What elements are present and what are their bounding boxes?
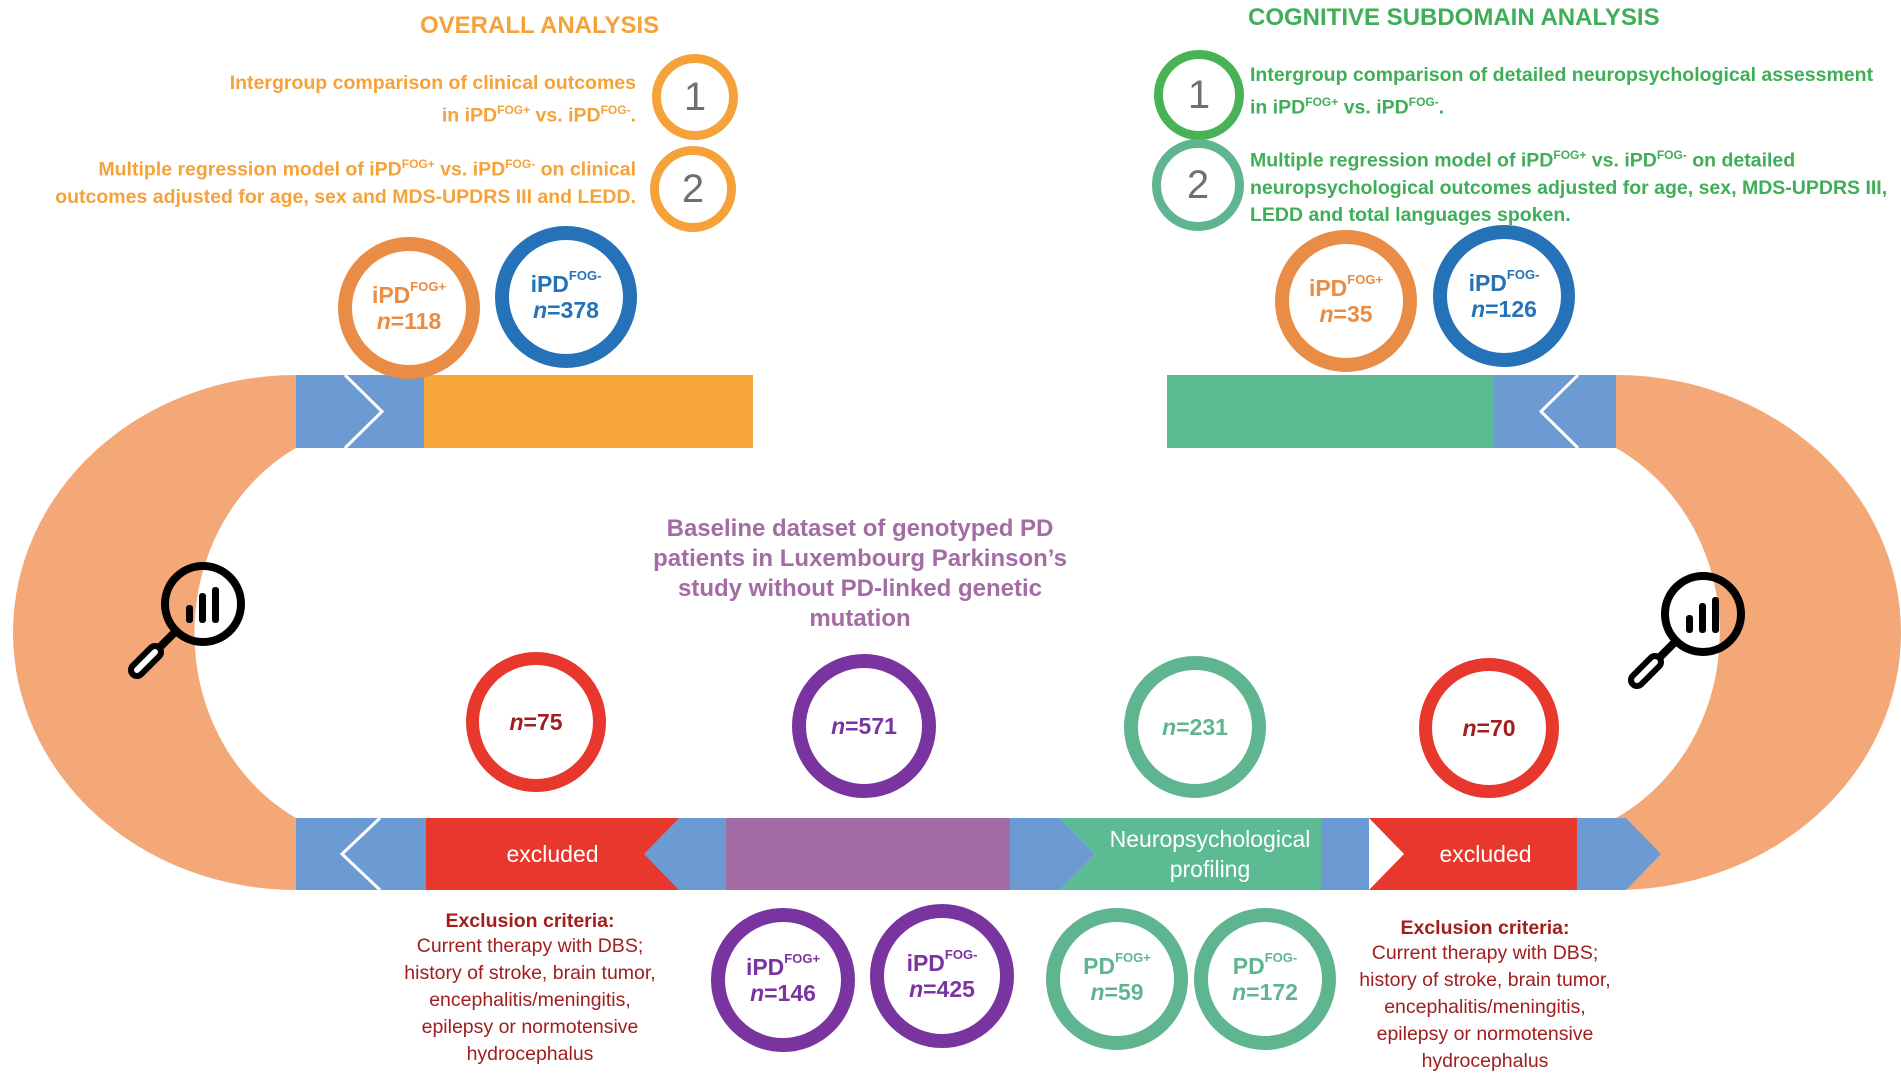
right-magnifier-bar-chart-icon [1628,572,1745,689]
cognitive-ipd-fog-neg-ring: iPDFOG- n=126 [1433,225,1575,367]
overall-step2-text: Multiple regression model of iPDFOG+ vs.… [0,151,636,211]
baseline-count-ring: n=571 [792,654,936,798]
cognitive-step2-line3: LEDD and total languages spoken. [1250,203,1571,226]
baseline-dataset-title: Baseline dataset of genotyped PD patient… [640,514,1080,634]
cognitive-step1-number-ring: 1 [1154,50,1244,140]
exclusion-left-line4: epilepsy or normotensive [421,1016,639,1038]
top-right-teal-bar [1167,375,1494,448]
cognitive-analysis-title: COGNITIVE SUBDOMAIN ANALYSIS [1248,4,1660,31]
overall-step2-line1: Multiple regression model of iPDFOG+ vs.… [98,157,636,181]
exclusion-criteria-left: Exclusion criteria: Current therapy with… [380,910,680,1068]
cognitive-step2-line2: neuropsychological outcomes adjusted for… [1250,176,1888,199]
exclusion-left-line3: encephalitis/meningitis, [429,989,631,1011]
cognitive-step1-number: 1 [1187,72,1211,117]
top-left-chevron [343,373,385,450]
cognitive-step1-line1: Intergroup comparison of detailed neurop… [1250,64,1874,86]
overall-step1-number-ring: 1 [652,54,738,140]
bottom-pd-fog-pos-ring: PDFOG+ n=59 [1046,908,1188,1050]
overall-step1-line1: Intergroup comparison of clinical outcom… [229,72,636,94]
excluded-right-label: excluded [1439,841,1532,867]
exclusion-left-line2: history of stroke, brain tumor, [404,962,656,984]
overall-step1-text: Intergroup comparison of clinical outcom… [36,70,636,130]
bottom-left-blue-segment [296,818,426,890]
exclusion-right-line5: hydrocephalus [1421,1050,1549,1072]
bottom-ipd-fog-neg-ring: iPDFOG- n=425 [870,904,1014,1048]
overall-step2-number-ring: 2 [650,146,736,232]
bottom-blue-arrow-right [1577,818,1661,890]
overall-step1-line2: in iPDFOG+ vs. iPDFOG-. [441,103,636,127]
bottom-pd-fog-neg-ring: PDFOG- n=172 [1194,908,1336,1050]
cognitive-step1-text: Intergroup comparison of detailed neurop… [1250,62,1890,122]
exclusion-right-line1: Current therapy with DBS; [1371,942,1599,964]
excluded-left-count-ring: n=75 [466,652,606,792]
overall-ipd-fog-neg-ring: iPDFOG- n=378 [495,226,637,368]
baseline-title-line2: patients in Luxembourg Parkinson’s [653,545,1067,572]
exclusion-criteria-right: Exclusion criteria: Current therapy with… [1335,917,1635,1075]
overall-step2-number: 2 [681,166,705,211]
cognitive-step1-line2: in iPDFOG+ vs. iPDFOG-. [1250,95,1445,119]
overall-step1-number: 1 [683,74,707,119]
neuro-profiling-line1: Neuropsychological [1109,826,1311,852]
cognitive-step2-text: Multiple regression model of iPDFOG+ vs.… [1250,142,1895,229]
cognitive-step2-number: 2 [1186,162,1210,207]
baseline-title-line1: Baseline dataset of genotyped PD [666,515,1054,542]
exclusion-left-heading: Exclusion criteria: [445,910,615,932]
overall-analysis-title: OVERALL ANALYSIS [420,12,660,39]
exclusion-left-line5: hydrocephalus [466,1043,594,1065]
bottom-left-chevron [339,816,382,892]
baseline-title-line3: study without PD-linked genetic [677,575,1043,602]
overall-step2-line2: outcomes adjusted for age, sex and MDS-U… [55,185,636,208]
neuro-profiling-label: Neuropsychological profiling [1060,818,1360,890]
overall-ipd-fog-pos-ring: iPDFOG+ n=118 [338,237,480,379]
neuro-profiling-line2: profiling [1169,856,1251,882]
top-left-orange-bar [424,375,753,448]
top-left-blue-segment [296,375,424,448]
top-right-chevron [1538,373,1580,450]
excluded-left-label: excluded [506,841,599,867]
top-right-blue-segment [1494,375,1616,448]
neuro-count-ring: n=231 [1124,656,1266,798]
exclusion-right-line3: encephalitis/meningitis, [1384,996,1586,1018]
exclusion-right-heading: Exclusion criteria: [1400,917,1570,939]
bottom-ipd-fog-pos-ring: iPDFOG+ n=146 [711,908,855,1052]
exclusion-right-line2: history of stroke, brain tumor, [1359,969,1611,991]
bottom-baseline-bar [726,818,1010,890]
exclusion-right-line4: epilepsy or normotensive [1376,1023,1594,1045]
baseline-title-line4: mutation [809,605,911,632]
left-magnifier-bar-chart-icon [128,562,245,679]
cognitive-step2-number-ring: 2 [1152,139,1244,231]
cognitive-step2-line1: Multiple regression model of iPDFOG+ vs.… [1250,148,1796,172]
excluded-right-count-ring: n=70 [1419,658,1559,798]
cognitive-ipd-fog-pos-ring: iPDFOG+ n=35 [1275,230,1417,372]
exclusion-left-line1: Current therapy with DBS; [416,935,644,957]
